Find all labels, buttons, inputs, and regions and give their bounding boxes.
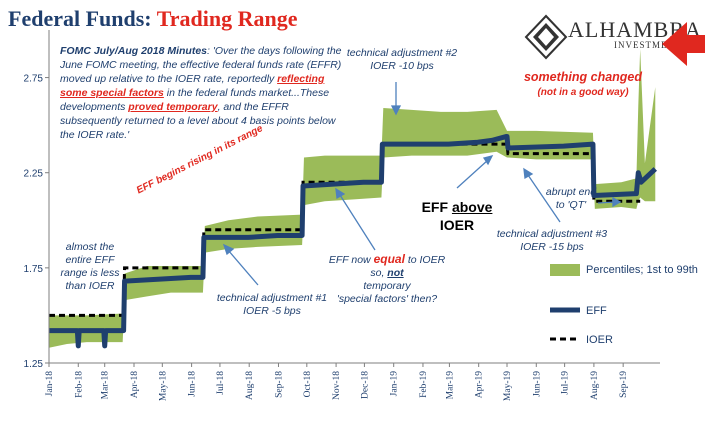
title-part-1: Federal Funds:	[8, 6, 152, 31]
x-tick-label: Aug-18	[245, 371, 255, 400]
minutes-text-3: , and the EFFR subsequently returned to …	[60, 101, 336, 141]
arrow-adj1	[227, 249, 259, 286]
minutes-red-1: reflecting some special factors	[60, 73, 325, 99]
annotation-adj2: technical adjustment #2 IOER -10 bps	[346, 47, 458, 72]
x-tick-label: Jun-18	[188, 371, 198, 397]
annotation-adj3: technical adjustment #3 IOER -15 bps	[496, 228, 608, 253]
arrow-adj3	[527, 174, 561, 223]
annotation-arrows	[222, 82, 622, 286]
x-tick-label: Jan-18	[45, 371, 55, 397]
x-tick-label: Sep-19	[619, 371, 629, 398]
minutes-lead: FOMC July/Aug 2018 Minutes	[60, 45, 208, 57]
arrow-equal	[339, 194, 376, 251]
axes: 1.25 1.75 2.25 2.75 Jan-18 Feb-18 Mar-18 Apr-18…	[24, 30, 660, 401]
x-tick-label: Jul-18	[216, 371, 226, 395]
fomc-minutes-quote: FOMC July/Aug 2018 Minutes: 'Over the da…	[60, 44, 346, 142]
plot-area	[49, 49, 657, 349]
x-tick-label: Jan-19	[390, 371, 400, 397]
chart-title: Federal Funds: Trading Range	[8, 6, 298, 32]
minutes-text-2: in the federal funds market...These deve…	[60, 87, 330, 113]
x-tick-label: Nov-18	[332, 371, 342, 400]
x-tick-label: May-18	[158, 371, 168, 401]
annotation-qt: abrupt end to 'QT'	[545, 186, 597, 211]
x-tick-label: Mar-18	[101, 371, 111, 400]
y-tick-label: 1.75	[24, 264, 44, 275]
x-tick-label: Dec-18	[360, 371, 370, 399]
legend-eff-label: EFF	[586, 305, 607, 317]
x-tick-label: Apr-18	[130, 371, 140, 398]
x-tick-label: Apr-19	[475, 371, 485, 398]
x-tick-label: Aug-19	[590, 371, 600, 400]
minutes-text-1: : 'Over the days following the June FOMC…	[60, 45, 342, 85]
alhambra-logo	[524, 14, 568, 60]
x-tick-label: May-19	[503, 371, 513, 401]
annotation-eff-above-ioer: EFF above IOER	[421, 199, 493, 233]
legend-ioer-label: IOER	[586, 334, 613, 346]
y-tick-label: 2.75	[24, 74, 44, 85]
annotation-adj1: technical adjustment #1 IOER -5 bps	[216, 292, 328, 317]
logo-subtitle: INVESTMENTS	[614, 40, 688, 50]
arrow-adj1-head	[222, 243, 235, 256]
legend: Percentiles; 1st to 99th EFF IOER	[550, 264, 698, 346]
legend-band-swatch	[550, 264, 580, 276]
y-tick-label: 2.25	[24, 169, 44, 180]
x-tick-label: Mar-19	[445, 371, 455, 400]
x-tick-label: Jul-19	[561, 371, 571, 395]
annotation-almost-entire: almost the entire EFF range is less than IO…	[60, 241, 120, 292]
arrow-above-head	[482, 155, 494, 166]
eff-line	[49, 134, 657, 349]
y-tick-label: 1.25	[24, 359, 44, 370]
x-tick-label: Jun-19	[532, 371, 542, 397]
minutes-red-2: proved temporary	[128, 101, 218, 113]
title-part-2: Trading Range	[156, 6, 298, 31]
x-tick-label: Feb-18	[74, 371, 84, 398]
annotation-something-changed: something changed (not in a good way)	[523, 70, 643, 98]
x-tick-label: Sep-18	[274, 371, 284, 398]
arrow-equal-head	[335, 187, 346, 200]
x-tick-label: Oct-18	[303, 371, 313, 398]
arrow-qt-head	[612, 196, 622, 208]
annotation-eff-equal: EFF now equal to IOER so, not temporary'sp…	[328, 252, 446, 306]
arrow-adj3-head	[523, 167, 534, 180]
x-tick-label: Feb-19	[419, 371, 429, 398]
arrow-adj2-head	[390, 105, 402, 116]
arrow-above	[456, 159, 489, 189]
legend-band-label-1: Percentiles; 1st to 99th	[586, 264, 698, 276]
